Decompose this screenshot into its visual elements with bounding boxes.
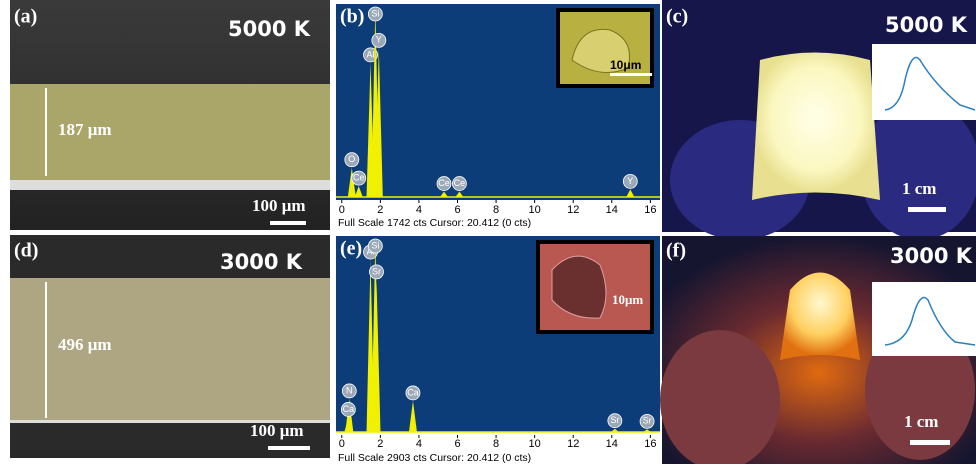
spectrum-footer: Full Scale 2903 cts Cursor: 20.412 (0 ct… <box>338 452 531 464</box>
panel-label: (b) <box>340 6 364 28</box>
scale-bar <box>910 440 950 445</box>
x-tick-label: 2 <box>377 438 383 450</box>
panel-e: 10μm (e) Full Scale 2903 cts Cursor: 20.… <box>336 236 660 464</box>
peak-label: Ca <box>407 387 419 397</box>
scale-bar-label: 1 cm <box>902 179 936 198</box>
substrate-edge <box>10 180 330 190</box>
x-tick-label: 4 <box>416 204 422 216</box>
panel-label: (c) <box>666 6 688 28</box>
scale-bar <box>268 446 310 450</box>
peak-label: Sr <box>372 266 381 276</box>
x-tick-label: 12 <box>567 438 579 450</box>
spectrum-footer: Full Scale 1742 cts Cursor: 20.412 (0 ct… <box>338 217 531 229</box>
thickness: 496 μm <box>58 335 112 354</box>
x-tick-label: 14 <box>606 204 618 216</box>
inset-plot <box>872 44 976 120</box>
panel-c: (c) 5000 K 1 cm <box>662 0 976 240</box>
x-tick-label: 6 <box>454 204 460 216</box>
panel-label: (d) <box>14 240 38 262</box>
scale-bar-label: 100 μm <box>250 421 304 440</box>
x-tick-label: 12 <box>567 204 579 216</box>
scale-bar <box>270 221 306 225</box>
x-tick-label: 10 <box>529 204 541 216</box>
scale-bar-label: 1 cm <box>904 412 938 431</box>
inset-scale: 10μm <box>610 58 641 72</box>
peak-label: N <box>346 385 353 395</box>
x-tick-label: 16 <box>644 204 656 216</box>
x-tick-label: 6 <box>454 438 460 450</box>
thickness: 187 μm <box>58 120 112 139</box>
peak-label: Ce <box>438 178 450 188</box>
peak-label: Sr <box>610 415 619 425</box>
inset-scale-bar <box>610 73 652 76</box>
peak-label: Sr <box>643 416 652 426</box>
x-tick-label: 14 <box>606 438 618 450</box>
peak-label: Y <box>627 176 633 186</box>
x-tick-label: 16 <box>644 438 656 450</box>
glowing-film <box>752 53 880 201</box>
inset-scale: 10μm <box>612 292 643 307</box>
peak-label: O <box>348 154 355 164</box>
panel-d: (d) 3000 K 496 μm 100 μm <box>10 235 330 458</box>
body: {"panels":[ {"label":"(a)","temperature"… <box>0 0 976 464</box>
x-tick-label: 8 <box>493 438 499 450</box>
peak-label: Si <box>371 240 379 250</box>
panel-label: (e) <box>340 238 362 260</box>
panel-f: (f) 3000 K 1 cm <box>660 236 976 464</box>
peak-label: Ce <box>454 178 466 188</box>
temperature: 5000 K <box>228 17 311 41</box>
x-tick-label: 8 <box>493 204 499 216</box>
x-tick-label: 0 <box>339 438 345 450</box>
panel-label: (a) <box>14 6 37 28</box>
peak-label: Ce <box>353 173 365 183</box>
peak-label: Y <box>376 35 382 45</box>
x-tick-label: 0 <box>339 204 345 216</box>
peak-label: Si <box>371 8 379 18</box>
scale-bar <box>908 207 946 212</box>
temperature: 3000 K <box>220 250 303 274</box>
page: body{margin:0;width:976px;height:464px;o… <box>0 0 976 464</box>
peak-label: Ca <box>343 404 355 414</box>
figure: (a) 5000 K 187 μm 100 μm 10μm (b) Full S… <box>0 0 976 464</box>
x-tick-label: 2 <box>377 204 383 216</box>
x-tick-label: 10 <box>529 438 541 450</box>
peak-label: Al <box>367 49 375 59</box>
scale-bar-label: 100 μm <box>252 196 306 215</box>
temperature: 3000 K <box>890 244 973 268</box>
temperature: 5000 K <box>885 13 968 37</box>
panel-label: (f) <box>666 240 686 262</box>
panel-a: (a) 5000 K 187 μm 100 μm <box>10 0 330 230</box>
glove <box>660 330 780 464</box>
x-tick-label: 4 <box>416 438 422 450</box>
